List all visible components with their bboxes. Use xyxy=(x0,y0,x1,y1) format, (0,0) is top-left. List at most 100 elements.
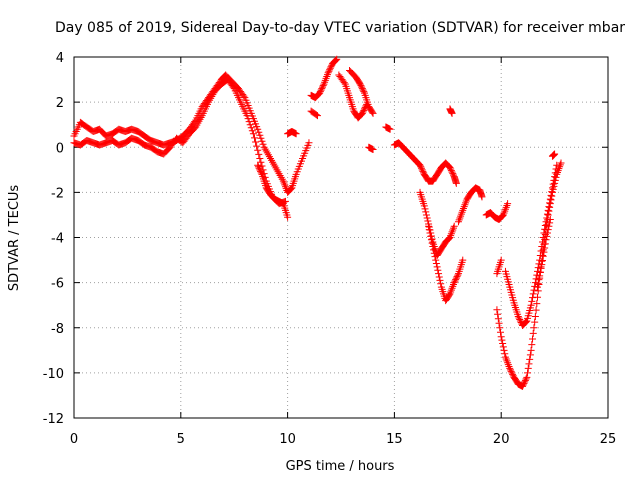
data-point xyxy=(257,169,265,177)
data-point xyxy=(340,79,348,87)
data-point xyxy=(256,155,264,163)
data-point xyxy=(523,373,531,381)
data-point xyxy=(431,253,439,261)
data-point xyxy=(537,247,545,255)
data-point xyxy=(546,199,554,207)
data-point xyxy=(427,232,435,240)
data-point xyxy=(540,248,548,256)
data-point xyxy=(427,236,435,244)
y-tick-label: -12 xyxy=(43,412,64,427)
data-point xyxy=(535,260,543,268)
data-point xyxy=(538,243,546,251)
data-point xyxy=(524,369,532,377)
x-tick-label: 20 xyxy=(493,432,510,447)
data-point xyxy=(551,169,559,177)
data-point xyxy=(546,195,554,203)
data-point xyxy=(546,219,554,227)
data-point xyxy=(529,335,537,343)
data-point xyxy=(447,165,455,173)
data-point xyxy=(422,208,430,216)
data-point xyxy=(423,214,431,222)
data-point xyxy=(542,218,550,226)
grid-lines xyxy=(74,57,608,418)
data-point xyxy=(453,273,461,281)
data-point xyxy=(445,291,453,299)
data-point xyxy=(421,205,429,213)
data-point xyxy=(333,55,341,63)
data-point xyxy=(494,315,502,323)
data-point xyxy=(324,69,332,77)
y-axis-label: SDTVAR / TECUs xyxy=(7,185,22,292)
data-point xyxy=(359,86,367,94)
data-point xyxy=(541,221,549,229)
data-point xyxy=(534,279,542,287)
data-point xyxy=(316,89,324,97)
data-point xyxy=(255,128,263,136)
data-point xyxy=(257,167,265,175)
data-point xyxy=(318,85,326,93)
data-point xyxy=(332,56,340,64)
data-point xyxy=(534,264,542,272)
data-point xyxy=(430,249,438,257)
data-point xyxy=(529,294,537,302)
data-point xyxy=(496,328,504,336)
data-point xyxy=(449,170,457,178)
y-tick-label: -6 xyxy=(51,277,64,292)
data-point xyxy=(539,252,547,260)
data-point xyxy=(546,215,554,223)
data-point xyxy=(521,376,529,384)
data-point xyxy=(248,127,256,135)
data-point xyxy=(533,300,541,308)
y-tick-label: 4 xyxy=(56,51,64,66)
data-point xyxy=(356,80,364,88)
data-point xyxy=(386,125,394,133)
data-point xyxy=(551,173,559,181)
chart-title: Day 085 of 2019, Sidereal Day-to-day VTE… xyxy=(55,20,625,36)
data-point xyxy=(435,270,443,278)
data-point xyxy=(543,210,551,218)
data-point xyxy=(327,63,335,71)
data-point xyxy=(358,109,366,117)
x-tick-label: 15 xyxy=(386,432,403,447)
data-point xyxy=(532,275,540,283)
data-point xyxy=(284,213,292,221)
data-point xyxy=(452,274,460,282)
data-point xyxy=(478,193,486,201)
data-point xyxy=(514,312,522,320)
data-point xyxy=(358,83,366,91)
data-point xyxy=(246,121,254,129)
data-point xyxy=(543,229,551,237)
data-point xyxy=(493,306,501,314)
data-point xyxy=(527,301,535,309)
data-point xyxy=(447,167,455,175)
x-tick-label: 10 xyxy=(279,432,296,447)
x-axis-label: GPS time / hours xyxy=(286,459,395,474)
data-point xyxy=(544,226,552,234)
data-point xyxy=(536,272,544,280)
data-point xyxy=(452,276,460,284)
data-point xyxy=(422,211,430,219)
data-point xyxy=(521,378,529,386)
data-point xyxy=(256,166,264,174)
data-point xyxy=(547,191,555,199)
data-point xyxy=(450,222,458,230)
x-tick-label: 25 xyxy=(600,432,617,447)
data-point xyxy=(425,222,433,230)
data-points xyxy=(70,55,565,390)
data-point xyxy=(434,266,442,274)
data-point xyxy=(448,109,456,117)
data-point xyxy=(506,364,514,372)
data-point xyxy=(516,317,524,325)
data-point xyxy=(369,109,377,117)
data-point xyxy=(249,130,257,138)
data-point xyxy=(428,239,436,247)
data-point xyxy=(424,217,432,225)
data-point xyxy=(553,161,561,169)
data-point xyxy=(254,125,262,133)
data-point xyxy=(318,83,326,91)
data-point xyxy=(419,167,427,175)
data-point xyxy=(292,130,300,138)
data-point xyxy=(254,146,262,154)
data-point xyxy=(550,176,558,184)
